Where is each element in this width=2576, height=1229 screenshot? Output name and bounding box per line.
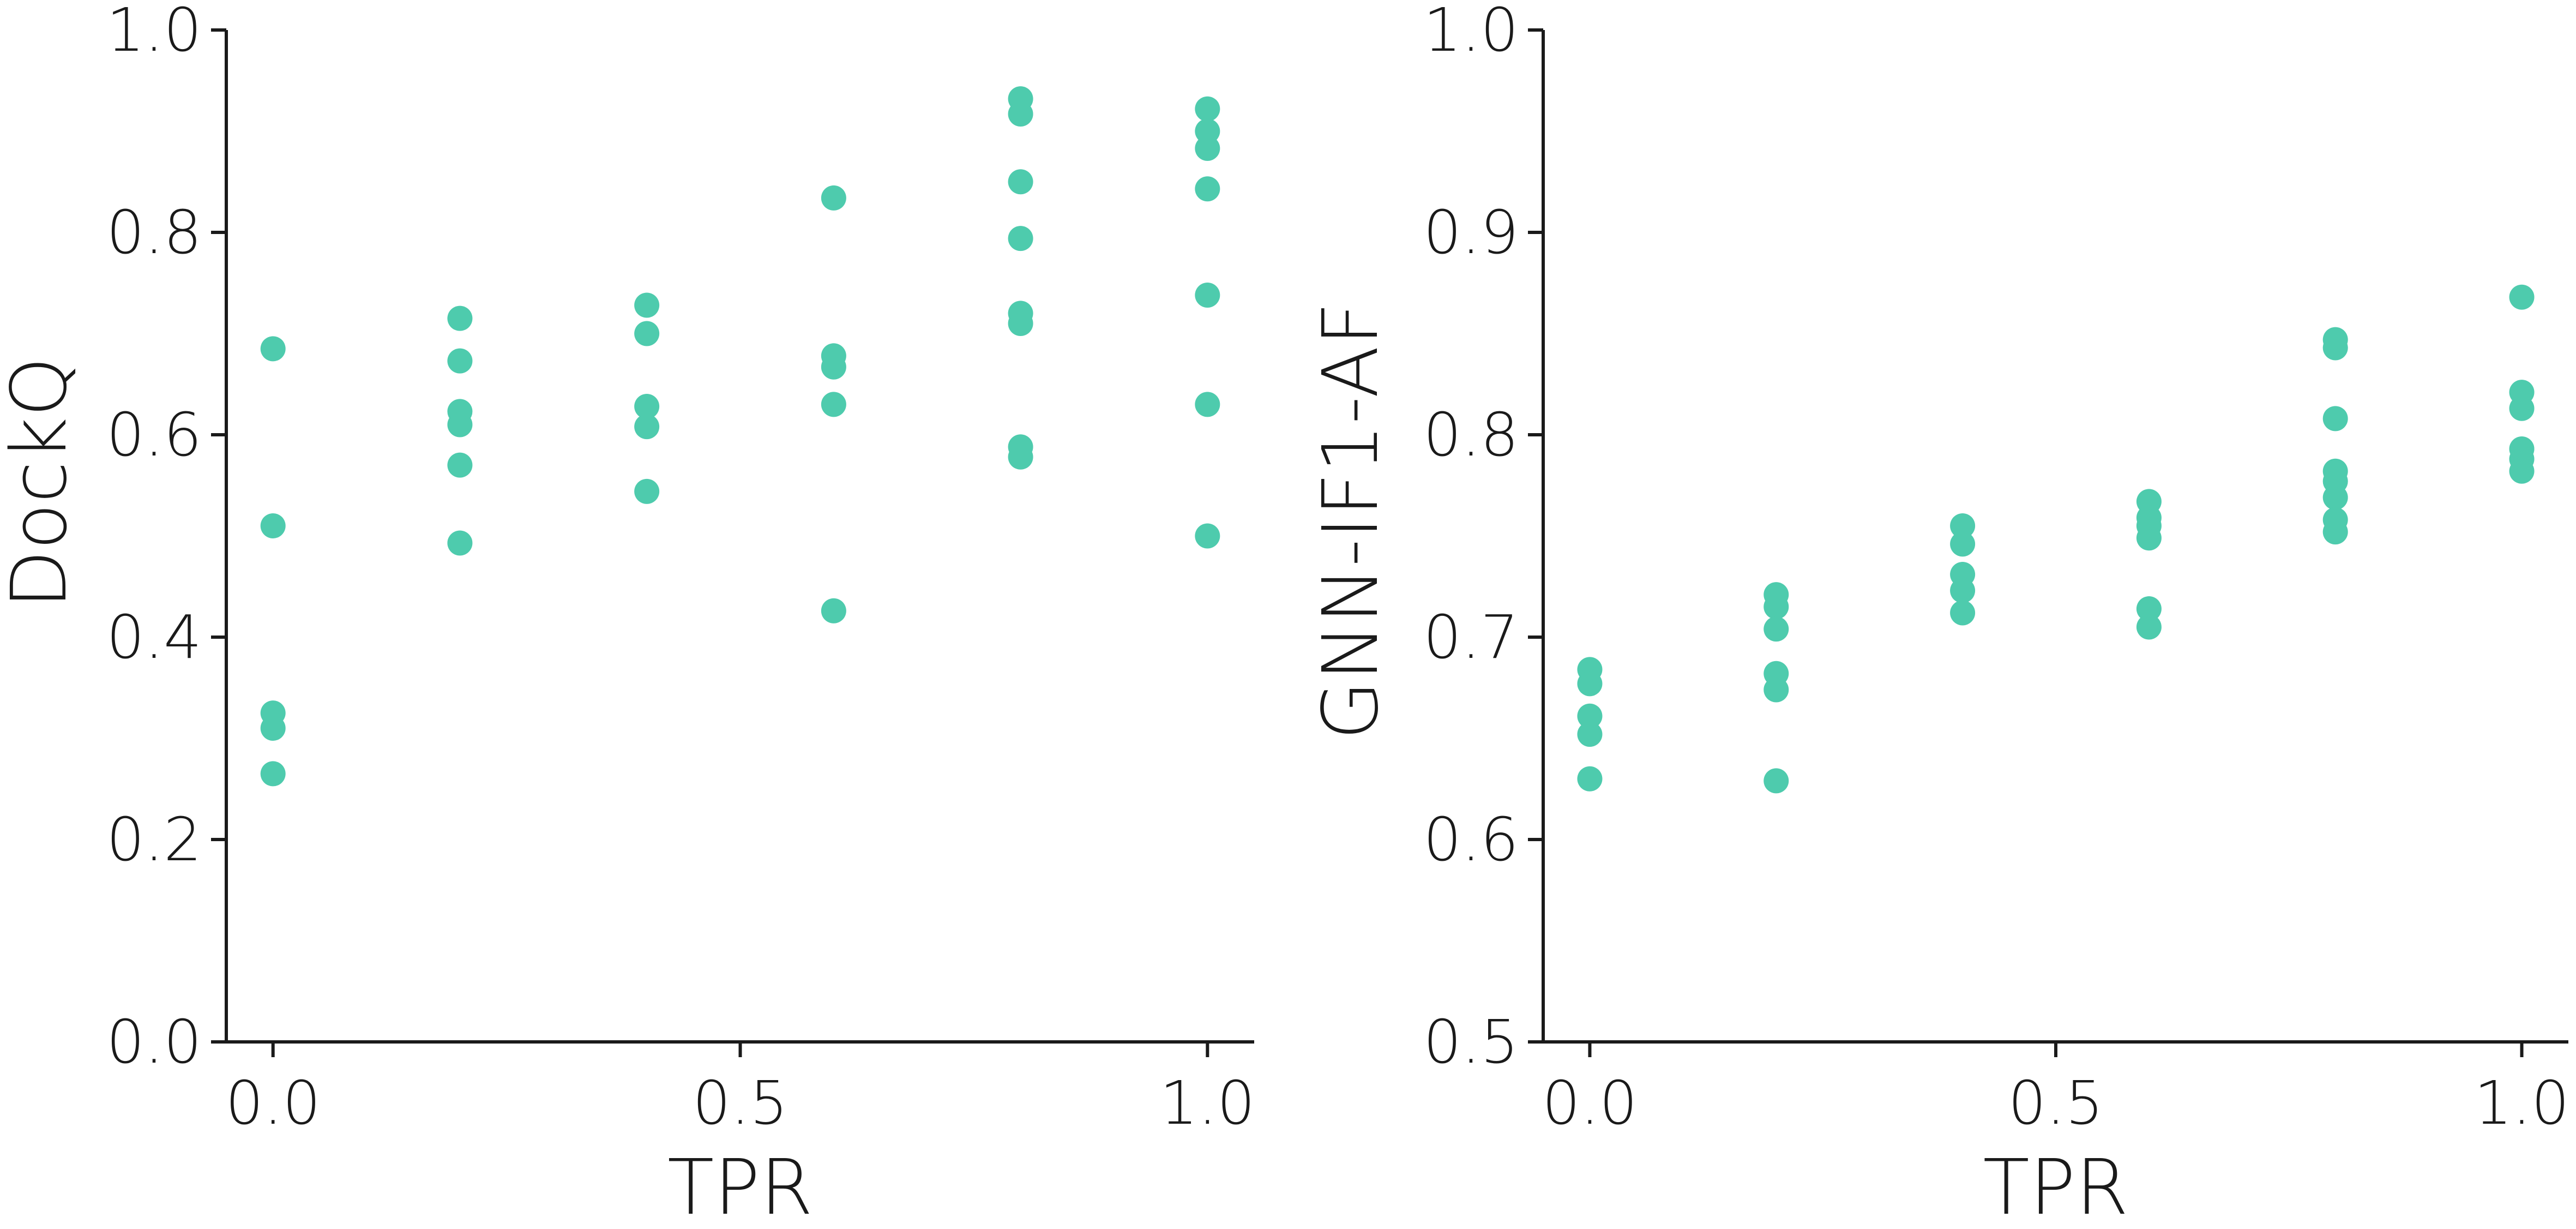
- data-point: [1008, 226, 1033, 251]
- data-point: [260, 336, 286, 362]
- data-point: [1008, 169, 1033, 195]
- data-point: [260, 513, 286, 538]
- data-point: [1195, 176, 1220, 202]
- data-point: [1008, 444, 1033, 470]
- data-point: [260, 715, 286, 741]
- y-tick-label: 0.8: [1423, 400, 1519, 470]
- x-tick-label: 0.0: [225, 1068, 321, 1138]
- x-tick-label: 0.5: [693, 1068, 788, 1138]
- data-point: [2136, 525, 2162, 551]
- data-point: [1764, 616, 1789, 642]
- y-tick-label: 0.6: [106, 400, 202, 470]
- data-point: [2322, 406, 2348, 431]
- x-tick-label: 0.0: [1542, 1068, 1638, 1138]
- x-tick-label: 1.0: [2474, 1068, 2569, 1138]
- data-point: [447, 305, 473, 331]
- data-point: [634, 321, 660, 346]
- data-point: [1764, 768, 1789, 794]
- data-point: [1195, 136, 1220, 161]
- right-scatter-panel: 0.5 0.6 0.7 0.8 0.9 1.0 0.0 0.5 1.0 TPR GNN-IF1-AF: [1307, 0, 2569, 1229]
- x-axis-title: TPR: [1983, 1143, 2128, 1226]
- data-point: [1577, 722, 1603, 747]
- data-point: [260, 761, 286, 787]
- y-tick-label: 0.5: [1423, 1007, 1519, 1077]
- y-tick-label: 0.2: [106, 805, 202, 874]
- y-axis-title: GNN-IF1-AF: [1307, 302, 1395, 740]
- data-point: [634, 394, 660, 419]
- data-point: [1950, 600, 1976, 626]
- data-point: [2322, 485, 2348, 511]
- data-point: [821, 185, 846, 211]
- data-point: [1764, 594, 1789, 620]
- data-point: [2509, 458, 2535, 484]
- data-point: [1764, 677, 1789, 703]
- y-tick-label: 1.0: [1423, 0, 1519, 65]
- y-tick-label: 1.0: [106, 0, 202, 65]
- data-point: [447, 348, 473, 374]
- data-point: [2509, 395, 2535, 421]
- data-point: [2322, 335, 2348, 361]
- x-tick-label: 1.0: [1160, 1068, 1255, 1138]
- data-point: [2322, 519, 2348, 545]
- data-point: [2136, 614, 2162, 640]
- data-point: [447, 530, 473, 556]
- data-point: [1577, 703, 1603, 729]
- y-tick-label: 0.8: [106, 197, 202, 267]
- data-point: [1577, 671, 1603, 697]
- data-point: [634, 478, 660, 504]
- data-point: [634, 292, 660, 318]
- data-point: [1195, 96, 1220, 122]
- data-point: [821, 354, 846, 380]
- data-point: [447, 452, 473, 478]
- left-scatter-panel: 0.0 0.2 0.4 0.6 0.8 1.0 0.0 0.5 1.0 TPR DockQ: [0, 0, 1255, 1229]
- y-tick-label: 0.7: [1423, 602, 1519, 672]
- data-point: [1008, 101, 1033, 127]
- data-point: [821, 598, 846, 624]
- y-tick-label: 0.6: [1423, 805, 1519, 874]
- data-point: [1008, 310, 1033, 336]
- data-point: [1950, 578, 1976, 603]
- x-tick-label: 0.5: [2008, 1068, 2104, 1138]
- data-point: [447, 412, 473, 437]
- y-tick-label: 0.0: [106, 1007, 202, 1077]
- data-point: [634, 414, 660, 440]
- data-point: [1195, 523, 1220, 549]
- data-point: [2136, 596, 2162, 622]
- data-point: [1950, 531, 1976, 557]
- y-tick-label: 0.9: [1423, 197, 1519, 267]
- y-axis-title: DockQ: [0, 357, 84, 609]
- data-point: [1950, 513, 1976, 538]
- x-axis-title: TPR: [667, 1143, 813, 1226]
- y-tick-label: 0.4: [106, 602, 202, 672]
- data-point: [1195, 392, 1220, 417]
- data-point: [2509, 284, 2535, 310]
- data-point: [1195, 283, 1220, 308]
- data-point: [1195, 118, 1220, 144]
- data-point: [821, 392, 846, 417]
- data-point: [1577, 766, 1603, 792]
